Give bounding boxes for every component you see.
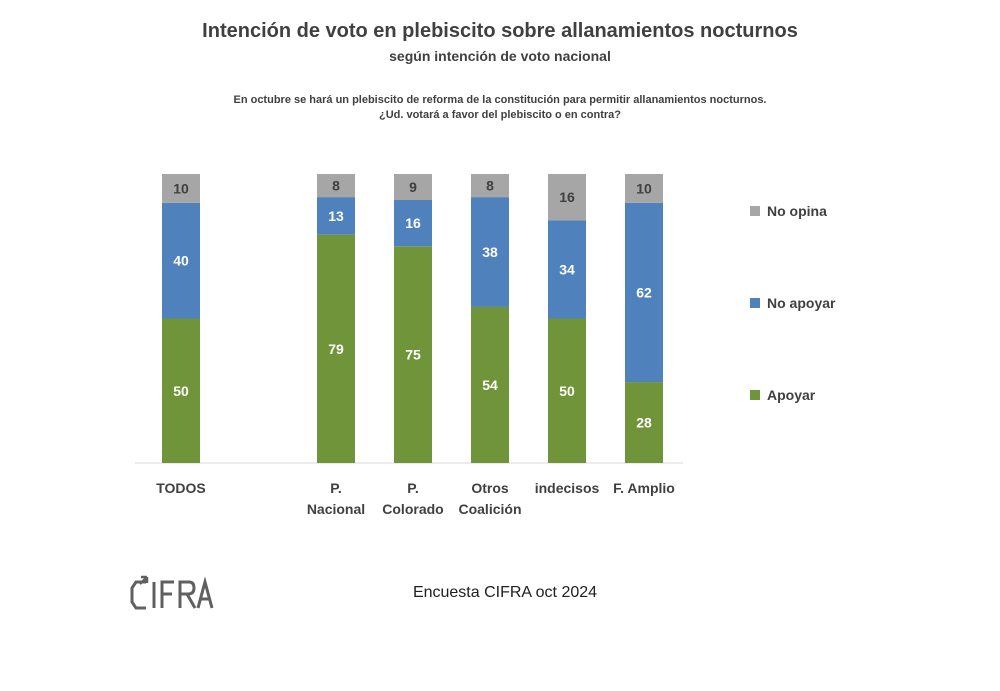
data-label: 50	[173, 383, 189, 399]
data-label: 9	[409, 179, 417, 195]
bar-segment	[394, 200, 432, 247]
data-label: 16	[405, 215, 421, 231]
legend-label-no-opina: No opina	[767, 203, 827, 219]
legend-label-apoyar: Apoyar	[767, 387, 816, 403]
data-label: 38	[482, 244, 498, 260]
data-label: 50	[559, 383, 575, 399]
legend-swatch-apoyar	[750, 390, 760, 400]
bar-segment	[548, 220, 586, 319]
bar-segment	[471, 197, 509, 307]
legend-swatch-no-opina	[750, 206, 760, 216]
bar-segment	[317, 174, 355, 198]
category-label: Coalición	[458, 501, 521, 517]
bar-segment	[317, 197, 355, 235]
category-label: Nacional	[307, 501, 365, 517]
legend-swatch-no-apoyar	[750, 298, 760, 308]
data-label: 75	[405, 347, 421, 363]
data-label: 34	[559, 261, 575, 277]
data-label: 10	[173, 180, 189, 196]
data-label: 10	[636, 180, 652, 196]
data-label: 28	[636, 415, 652, 431]
data-label: 79	[328, 341, 344, 357]
bar-segment	[471, 306, 509, 463]
data-label: 62	[636, 284, 652, 300]
bar-segment	[162, 318, 200, 463]
bar-segment	[625, 382, 663, 463]
bar-segment	[625, 202, 663, 383]
chart-subtitle: según intención de voto nacional	[389, 48, 611, 64]
data-label: 8	[332, 178, 340, 194]
category-label: P.	[407, 480, 418, 496]
bar-segment	[162, 202, 200, 319]
bar-segment	[162, 174, 200, 203]
legend-item-no-opina: No opina	[750, 203, 827, 219]
survey-question: En octubre se hará un plebiscito de refo…	[0, 93, 1000, 123]
bar-segment	[317, 234, 355, 463]
source-note: Encuesta CIFRA oct 2024	[412, 584, 598, 601]
cifra-logo	[130, 575, 214, 610]
category-label: indecisos	[535, 480, 600, 496]
bar-segment	[394, 246, 432, 463]
bar-segment	[548, 174, 586, 221]
legend-label-no-apoyar: No apoyar	[767, 295, 836, 311]
survey-question-line-1: En octubre se hará un plebiscito de refo…	[233, 94, 767, 106]
data-label: 40	[173, 253, 189, 269]
data-label: 8	[486, 178, 494, 194]
bar-segment	[394, 174, 432, 201]
category-label: TODOS	[156, 480, 206, 496]
bar-segment	[548, 318, 586, 463]
category-label: P.	[330, 480, 341, 496]
legend-item-apoyar: Apoyar	[750, 387, 815, 403]
data-label: 54	[482, 377, 498, 393]
category-label: Colorado	[382, 501, 443, 517]
bar-segment	[471, 174, 509, 198]
survey-question-line-2: ¿Ud. votará a favor del plebiscito o en …	[378, 109, 622, 121]
legend-item-no-apoyar: No apoyar	[750, 295, 835, 311]
bar-segment	[625, 174, 663, 203]
data-label: 13	[328, 208, 344, 224]
category-label: F. Amplio	[613, 480, 675, 496]
category-label: Otros	[471, 480, 509, 496]
data-label: 16	[559, 189, 575, 205]
chart-title: Intención de voto en plebiscito sobre al…	[202, 20, 798, 42]
